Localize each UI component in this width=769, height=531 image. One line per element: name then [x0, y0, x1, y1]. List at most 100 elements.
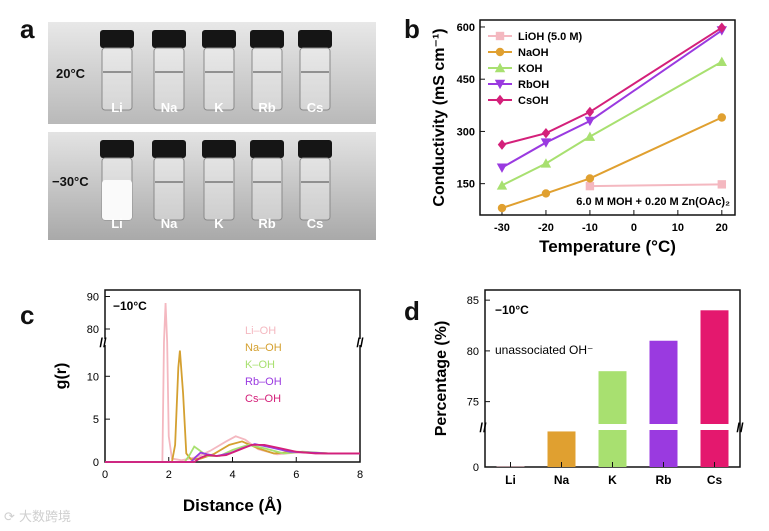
- data-point: [585, 174, 595, 183]
- bar-rect-lower: [649, 430, 678, 467]
- series-line-li: [105, 302, 360, 463]
- vial-label-rb: Rb: [258, 100, 275, 115]
- legend-marker: [494, 79, 506, 90]
- photo-temp-minus30c: −30°C: [52, 174, 89, 189]
- chart-c-title: −10°C: [113, 299, 147, 313]
- bar-rb: [649, 340, 678, 467]
- watermark-logo-icon: ⟳: [4, 510, 20, 525]
- y-tick-label: 85: [467, 295, 479, 307]
- chart-b-frame: [479, 19, 736, 216]
- data-point: [584, 131, 596, 141]
- data-point: [540, 158, 552, 168]
- bar-rect: [547, 431, 576, 467]
- vial-label-rb: Rb: [258, 216, 275, 231]
- x-tick-label: Na: [554, 473, 570, 487]
- y-tick-label: 300: [457, 126, 475, 138]
- x-tick-label: 10: [672, 222, 684, 234]
- chart-b-conductivity: -30 -20 -10 0 10 20 150 300 450 600 Temperature (°…: [431, 19, 736, 256]
- legend-marker: [495, 94, 505, 106]
- panel-label-b: b: [404, 14, 420, 44]
- data-point: [716, 56, 728, 66]
- series-line: [589, 183, 722, 188]
- legend-label: KOH: [518, 63, 543, 75]
- series-line-cs: [105, 443, 360, 463]
- legend-label: Li–OH: [245, 325, 276, 337]
- vial-label-na: Na: [161, 100, 178, 115]
- x-tick-label: 20: [716, 222, 728, 234]
- y-tick-label: 80: [467, 346, 479, 358]
- bar-na: [547, 431, 576, 467]
- vial-na: Na: [152, 30, 186, 115]
- panel-label-c: c: [20, 300, 35, 330]
- y-axis-label: g(r): [53, 363, 70, 390]
- vial-label-cs: Cs: [307, 216, 324, 231]
- x-tick-label: -30: [494, 222, 510, 234]
- y-tick-label: 80: [87, 324, 99, 336]
- y-tick-label: 600: [457, 22, 475, 34]
- x-tick-label: 8: [357, 469, 363, 481]
- bar-rect-upper: [598, 371, 627, 424]
- legend-marker: [495, 47, 505, 57]
- x-tick-label: Rb: [656, 473, 672, 487]
- legend-marker: [495, 31, 505, 41]
- photo-temp-20c: 20°C: [56, 66, 86, 81]
- data-point: [497, 139, 507, 150]
- bar-cs: [700, 310, 729, 467]
- data-point: [585, 106, 595, 118]
- data-point: [584, 116, 596, 127]
- series-line-na: [105, 350, 360, 463]
- legend-label: CsOH: [518, 95, 549, 107]
- vial-na: Na: [152, 140, 186, 231]
- x-tick-label: 6: [293, 469, 299, 481]
- y-tick-label: 90: [87, 292, 99, 304]
- axis-break-gap: [101, 339, 364, 345]
- x-tick-label: Cs: [707, 473, 723, 487]
- panel-label-d: d: [404, 296, 420, 326]
- chart-d-percentage: Li Na K Rb Cs // // 0 75 80 85 Percentage (%) −10°C u…: [433, 289, 744, 487]
- panel-label-a: a: [20, 14, 35, 44]
- chart-d-title: −10°C: [495, 303, 529, 317]
- vial-rb: Rb: [250, 30, 284, 115]
- axis-break-gap: [486, 425, 739, 429]
- data-point: [496, 163, 508, 173]
- data-point: [541, 189, 551, 198]
- watermark: ⟳ 大数跨境: [4, 510, 72, 525]
- vial-k: K: [202, 140, 236, 231]
- bar-rect-upper: [649, 340, 678, 424]
- y-axis-label: Conductivity (mS cm⁻¹): [431, 28, 448, 206]
- vial-li: Li: [100, 30, 134, 115]
- data-point: [540, 138, 552, 148]
- y-tick-label: 150: [457, 179, 475, 191]
- chart-c-frame: [104, 289, 361, 463]
- series-line: [501, 29, 723, 169]
- y-tick-label: 0: [93, 457, 99, 469]
- data-point: [717, 113, 727, 122]
- y-tick-label: 5: [93, 414, 99, 426]
- vial-label-li: Li: [111, 100, 123, 115]
- bar-rect-upper: [700, 310, 729, 424]
- legend-label: Na–OH: [245, 342, 282, 354]
- legend-marker: [494, 62, 506, 73]
- vial-label-k: K: [214, 216, 224, 231]
- y-axis-label: Percentage (%): [433, 321, 450, 437]
- y-tick-label: 75: [467, 397, 479, 409]
- x-tick-label: 0: [102, 469, 108, 481]
- vial-rb: Rb: [250, 140, 284, 231]
- vial-label-li: Li: [111, 216, 123, 231]
- legend-label: RbOH: [518, 79, 549, 91]
- legend-label: Rb–OH: [245, 376, 282, 388]
- vial-label-k: K: [214, 100, 224, 115]
- data-point: [717, 180, 727, 189]
- data-point: [541, 127, 551, 139]
- bar-rect-lower: [700, 430, 729, 467]
- data-point: [496, 180, 508, 190]
- series-line: [501, 116, 723, 209]
- chart-d-annotation: unassociated OH⁻: [495, 343, 593, 357]
- legend-label: LiOH (5.0 M): [518, 31, 583, 43]
- vial-label-na: Na: [161, 216, 178, 231]
- x-axis-label: Temperature (°C): [539, 237, 676, 256]
- axis-break-mark: //: [356, 335, 364, 350]
- series-line: [501, 26, 723, 146]
- data-point: [585, 181, 595, 191]
